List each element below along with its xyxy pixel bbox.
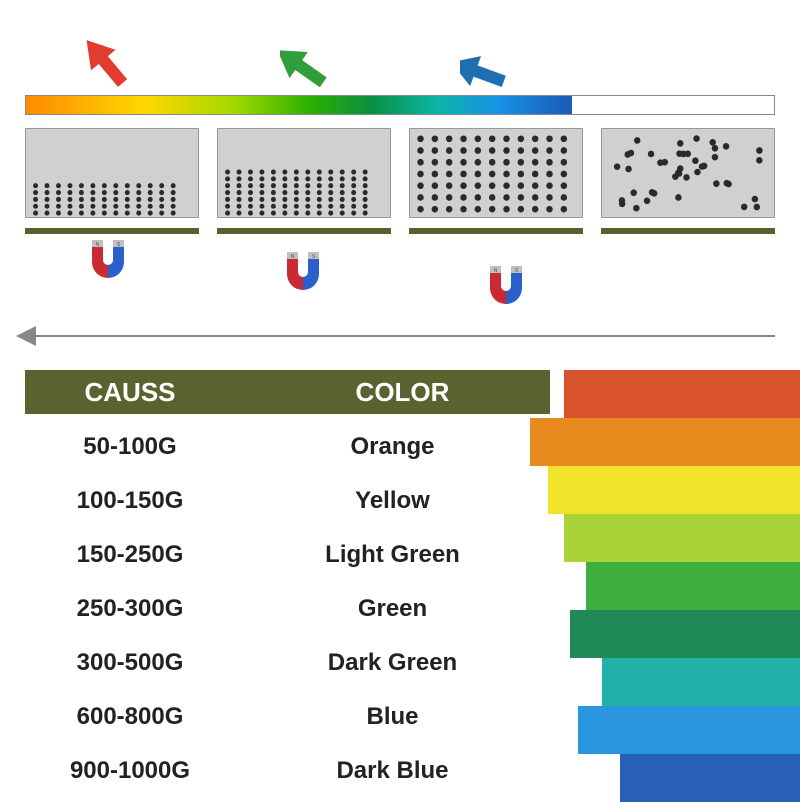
arrow-icon <box>280 20 360 105</box>
spectrum-bar <box>25 95 775 115</box>
table-row: 900-1000G Dark Blue <box>25 744 550 798</box>
arrow-icon <box>460 20 540 105</box>
color-stepbar <box>578 706 800 754</box>
magnet-icon: N S <box>483 266 529 311</box>
magnet-icon: N S <box>85 240 131 285</box>
infographic-canvas: N S N S N S CAUSS COLOR 50-100G Orange 1… <box>0 0 800 800</box>
table-row: 100-150G Yellow <box>25 474 550 528</box>
cauess-cell: 900-1000G <box>25 757 235 785</box>
panel-2 <box>217 128 391 218</box>
color-stepbar <box>564 514 800 562</box>
colorname-cell: Dark Blue <box>235 757 550 785</box>
cauess-cell: 100-150G <box>25 487 235 515</box>
spectrum-gradient <box>26 96 774 114</box>
cauess-cell: 300-500G <box>25 649 235 677</box>
arrow-row <box>0 20 800 95</box>
long-arrow-line <box>30 335 775 337</box>
table-row: 300-500G Dark Green <box>25 636 550 690</box>
color-stepbar <box>586 562 800 610</box>
table-body: 50-100G Orange 100-150G Yellow 150-250G … <box>25 420 550 798</box>
panel-bar <box>409 228 583 234</box>
table-row: 50-100G Orange <box>25 420 550 474</box>
colorname-cell: Light Green <box>235 541 550 569</box>
cauess-cell: 250-300G <box>25 595 235 623</box>
cauess-cell: 150-250G <box>25 541 235 569</box>
color-stepbar <box>570 610 800 658</box>
cauess-cell: 50-100G <box>25 433 235 461</box>
color-stepbar <box>620 754 800 802</box>
svg-text:N: N <box>96 242 100 248</box>
colorname-cell: Orange <box>235 433 550 461</box>
panel-bar-row <box>25 228 775 234</box>
svg-text:N: N <box>493 268 497 274</box>
panel-4 <box>601 128 775 218</box>
color-stepbar <box>530 418 800 466</box>
table-row: 600-800G Blue <box>25 690 550 744</box>
panel-bar <box>217 228 391 234</box>
color-stepbar <box>548 466 800 514</box>
panel-row <box>25 128 775 218</box>
color-stepbar <box>602 658 800 706</box>
cauess-cell: 600-800G <box>25 703 235 731</box>
panel-3 <box>409 128 583 218</box>
colorname-cell: Yellow <box>235 487 550 515</box>
long-arrow-head-icon <box>16 326 36 346</box>
magnet-row: N S N S N S <box>25 240 775 300</box>
header-color: COLOR <box>235 377 550 408</box>
magnet-icon: N S <box>280 252 326 297</box>
panel-bar <box>25 228 199 234</box>
colorname-cell: Green <box>235 595 550 623</box>
header-cauess: CAUSS <box>25 377 235 408</box>
panel-1 <box>25 128 199 218</box>
arrow-icon <box>80 20 160 105</box>
colorname-cell: Dark Green <box>235 649 550 677</box>
colorname-cell: Blue <box>235 703 550 731</box>
table-header: CAUSS COLOR <box>25 370 550 414</box>
panel-bar <box>601 228 775 234</box>
svg-text:N: N <box>291 254 295 260</box>
table-row: 150-250G Light Green <box>25 528 550 582</box>
color-stepbar <box>564 370 800 418</box>
table-row: 250-300G Green <box>25 582 550 636</box>
